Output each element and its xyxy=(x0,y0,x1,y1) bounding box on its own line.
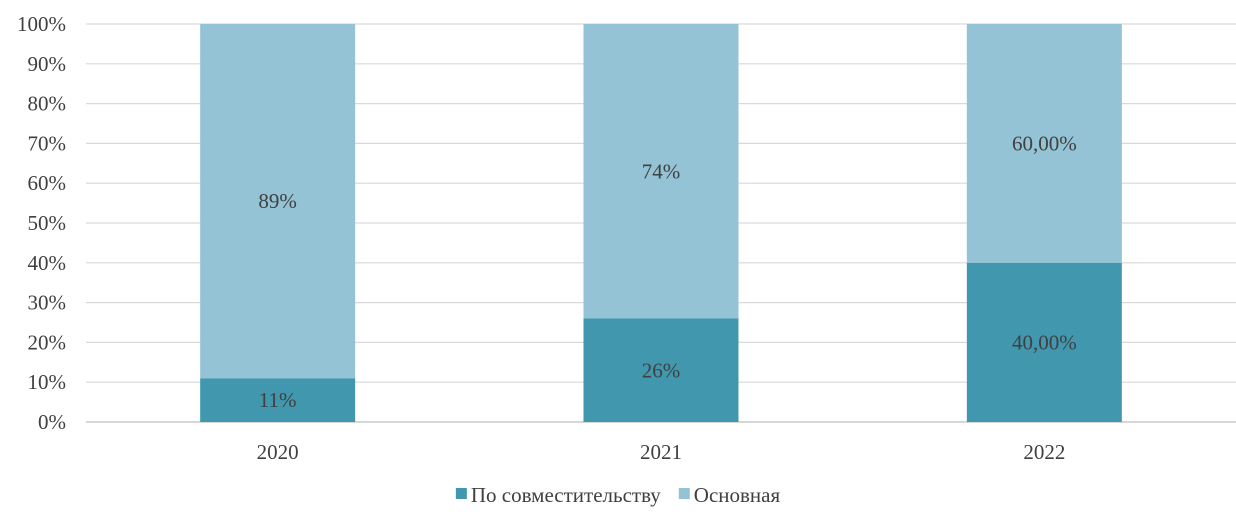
bar-segment xyxy=(583,24,739,319)
y-tick-label: 100% xyxy=(17,12,66,36)
bar-segment xyxy=(200,24,356,379)
x-tick-label: 2020 xyxy=(257,440,299,464)
legend-label: По совместительству xyxy=(471,483,661,507)
data-label: 40,00% xyxy=(1012,330,1077,354)
data-label: 26% xyxy=(642,358,681,382)
legend-item: По совместительству xyxy=(455,483,661,507)
y-tick-label: 0% xyxy=(38,410,66,434)
y-axis: 0% 10% 20% 30% 40% 50% 60% 70% 80% 90% 100% xyxy=(17,12,66,434)
y-tick-label: 30% xyxy=(28,291,67,315)
bars xyxy=(200,24,1122,422)
x-tick-label: 2021 xyxy=(640,440,682,464)
y-tick-label: 70% xyxy=(28,131,67,155)
y-tick-label: 90% xyxy=(28,52,67,76)
y-tick-label: 40% xyxy=(28,251,67,275)
legend-label: Основная xyxy=(694,483,781,507)
x-tick-label: 2022 xyxy=(1023,440,1065,464)
bar-segment xyxy=(966,262,1122,422)
x-axis: 2020 2021 2022 xyxy=(257,440,1066,464)
y-tick-label: 50% xyxy=(28,211,67,235)
bar-segment xyxy=(200,378,356,422)
data-label: 74% xyxy=(642,159,681,183)
data-labels: 11% 89% 26% 74% 40,00% 60,00% xyxy=(258,131,1076,412)
data-label: 89% xyxy=(258,189,297,213)
legend-swatch xyxy=(455,488,467,499)
legend-item: Основная xyxy=(678,483,781,507)
legend: По совместительству Основная xyxy=(455,483,781,507)
y-tick-label: 20% xyxy=(28,330,67,354)
legend-swatch xyxy=(678,488,690,499)
data-label: 60,00% xyxy=(1012,131,1077,155)
bar-segment xyxy=(966,24,1122,263)
y-tick-label: 60% xyxy=(28,171,67,195)
y-tick-label: 80% xyxy=(28,92,67,116)
bar-segment xyxy=(583,318,739,422)
y-tick-label: 10% xyxy=(28,370,67,394)
data-label: 11% xyxy=(259,388,297,412)
